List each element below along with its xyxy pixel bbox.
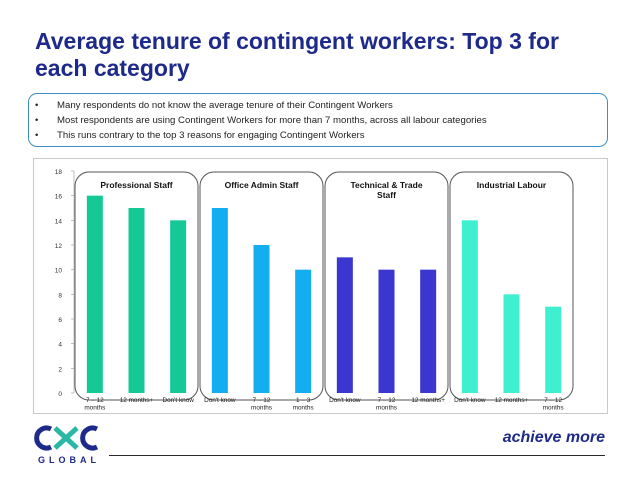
x-tick-label: 12 months+ (495, 397, 529, 404)
cxc-global-logo: GLOBAL (33, 423, 99, 468)
y-tick-label: 8 (58, 292, 62, 299)
logo-subtext: GLOBAL (38, 455, 100, 465)
bullet-text: Most respondents are using Contingent Wo… (57, 115, 487, 126)
bar (503, 294, 520, 393)
bullet-item: • Many respondents do not know the averag… (35, 98, 601, 113)
bar (545, 306, 562, 393)
bar (253, 245, 270, 393)
x-tick-label: 7 – 12 (378, 397, 396, 404)
bullet-dot: • (35, 130, 39, 141)
category-panel (324, 171, 449, 401)
x-tick-label: 7 – 12 (86, 397, 104, 404)
x-tick-label: 1 – 3 (296, 397, 311, 404)
category-panel-title: Staff (377, 190, 396, 200)
x-tick-label: months (543, 405, 564, 412)
x-tick-label: Don't know (329, 397, 361, 404)
bar (378, 269, 395, 393)
chart-frame: 0 2 4 6 8 10 12 14 16 18 Professional Staff 7 – 12 m… (33, 158, 608, 414)
tagline: achieve more (502, 429, 605, 446)
cxc-logo-icon (34, 425, 99, 451)
bar (420, 269, 437, 393)
x-tick-label: months (376, 405, 397, 412)
bar (128, 208, 145, 393)
y-tick-label: 18 (55, 169, 63, 176)
bar (295, 269, 312, 393)
bar (461, 220, 478, 393)
y-tick-label: 14 (55, 218, 63, 225)
bar (211, 208, 228, 393)
y-tick-label: 2 (58, 366, 62, 373)
bullet-box: • Many respondents do not know the averag… (28, 93, 608, 147)
bullet-text: Many respondents do not know the average… (57, 100, 393, 111)
category-panel-title: Office Admin Staff (225, 180, 299, 190)
y-tick-label: 12 (55, 243, 63, 250)
category-panel-title: Industrial Labour (477, 180, 547, 190)
bullet-dot: • (35, 100, 39, 111)
bar (86, 195, 103, 393)
x-tick-label: Don't know (204, 397, 236, 404)
bar (336, 257, 353, 393)
y-tick-label: 16 (55, 194, 63, 201)
x-tick-label: Don't know (454, 397, 486, 404)
y-tick-label: 0 (58, 391, 62, 398)
category-panel (199, 171, 324, 401)
slide-title: Average tenure of contingent workers: To… (35, 28, 559, 81)
x-tick-label: months (293, 405, 314, 412)
bullet-item: • Most respondents are using Contingent W… (35, 113, 601, 128)
x-tick-label: 7 – 12 (253, 397, 271, 404)
bullet-item: • This runs contrary to the top 3 reasons… (35, 128, 601, 143)
bullet-dot: • (35, 115, 39, 126)
category-panel-title: Professional Staff (100, 180, 172, 190)
x-tick-label: 7 – 12 (544, 397, 562, 404)
x-tick-label: 12 months+ (411, 397, 445, 404)
y-tick-label: 6 (58, 317, 62, 324)
bullet-text: This runs contrary to the top 3 reasons … (57, 130, 365, 141)
x-tick-label: Don't know (162, 397, 194, 404)
y-tick-label: 10 (55, 268, 63, 275)
x-tick-label: 12 months+ (120, 397, 154, 404)
x-tick-label: months (251, 405, 272, 412)
category-panel-title: Technical & Trade (350, 180, 422, 190)
x-tick-label: months (84, 405, 105, 412)
y-tick-label: 4 (58, 342, 62, 349)
footer-divider (109, 455, 605, 456)
bar (170, 220, 187, 393)
category-panel (74, 171, 199, 401)
category-panel (449, 171, 574, 401)
